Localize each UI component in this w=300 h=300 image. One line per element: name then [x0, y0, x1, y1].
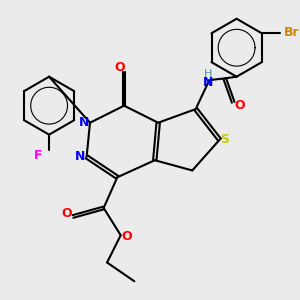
Text: N: N: [202, 76, 213, 89]
Text: N: N: [79, 116, 89, 129]
Text: F: F: [34, 149, 42, 162]
Text: H: H: [203, 69, 212, 79]
Text: O: O: [61, 207, 72, 220]
Text: N: N: [75, 150, 86, 163]
Text: O: O: [234, 98, 244, 112]
Text: O: O: [122, 230, 132, 243]
Text: O: O: [115, 61, 125, 74]
Text: Br: Br: [284, 26, 299, 39]
Text: S: S: [220, 133, 229, 146]
